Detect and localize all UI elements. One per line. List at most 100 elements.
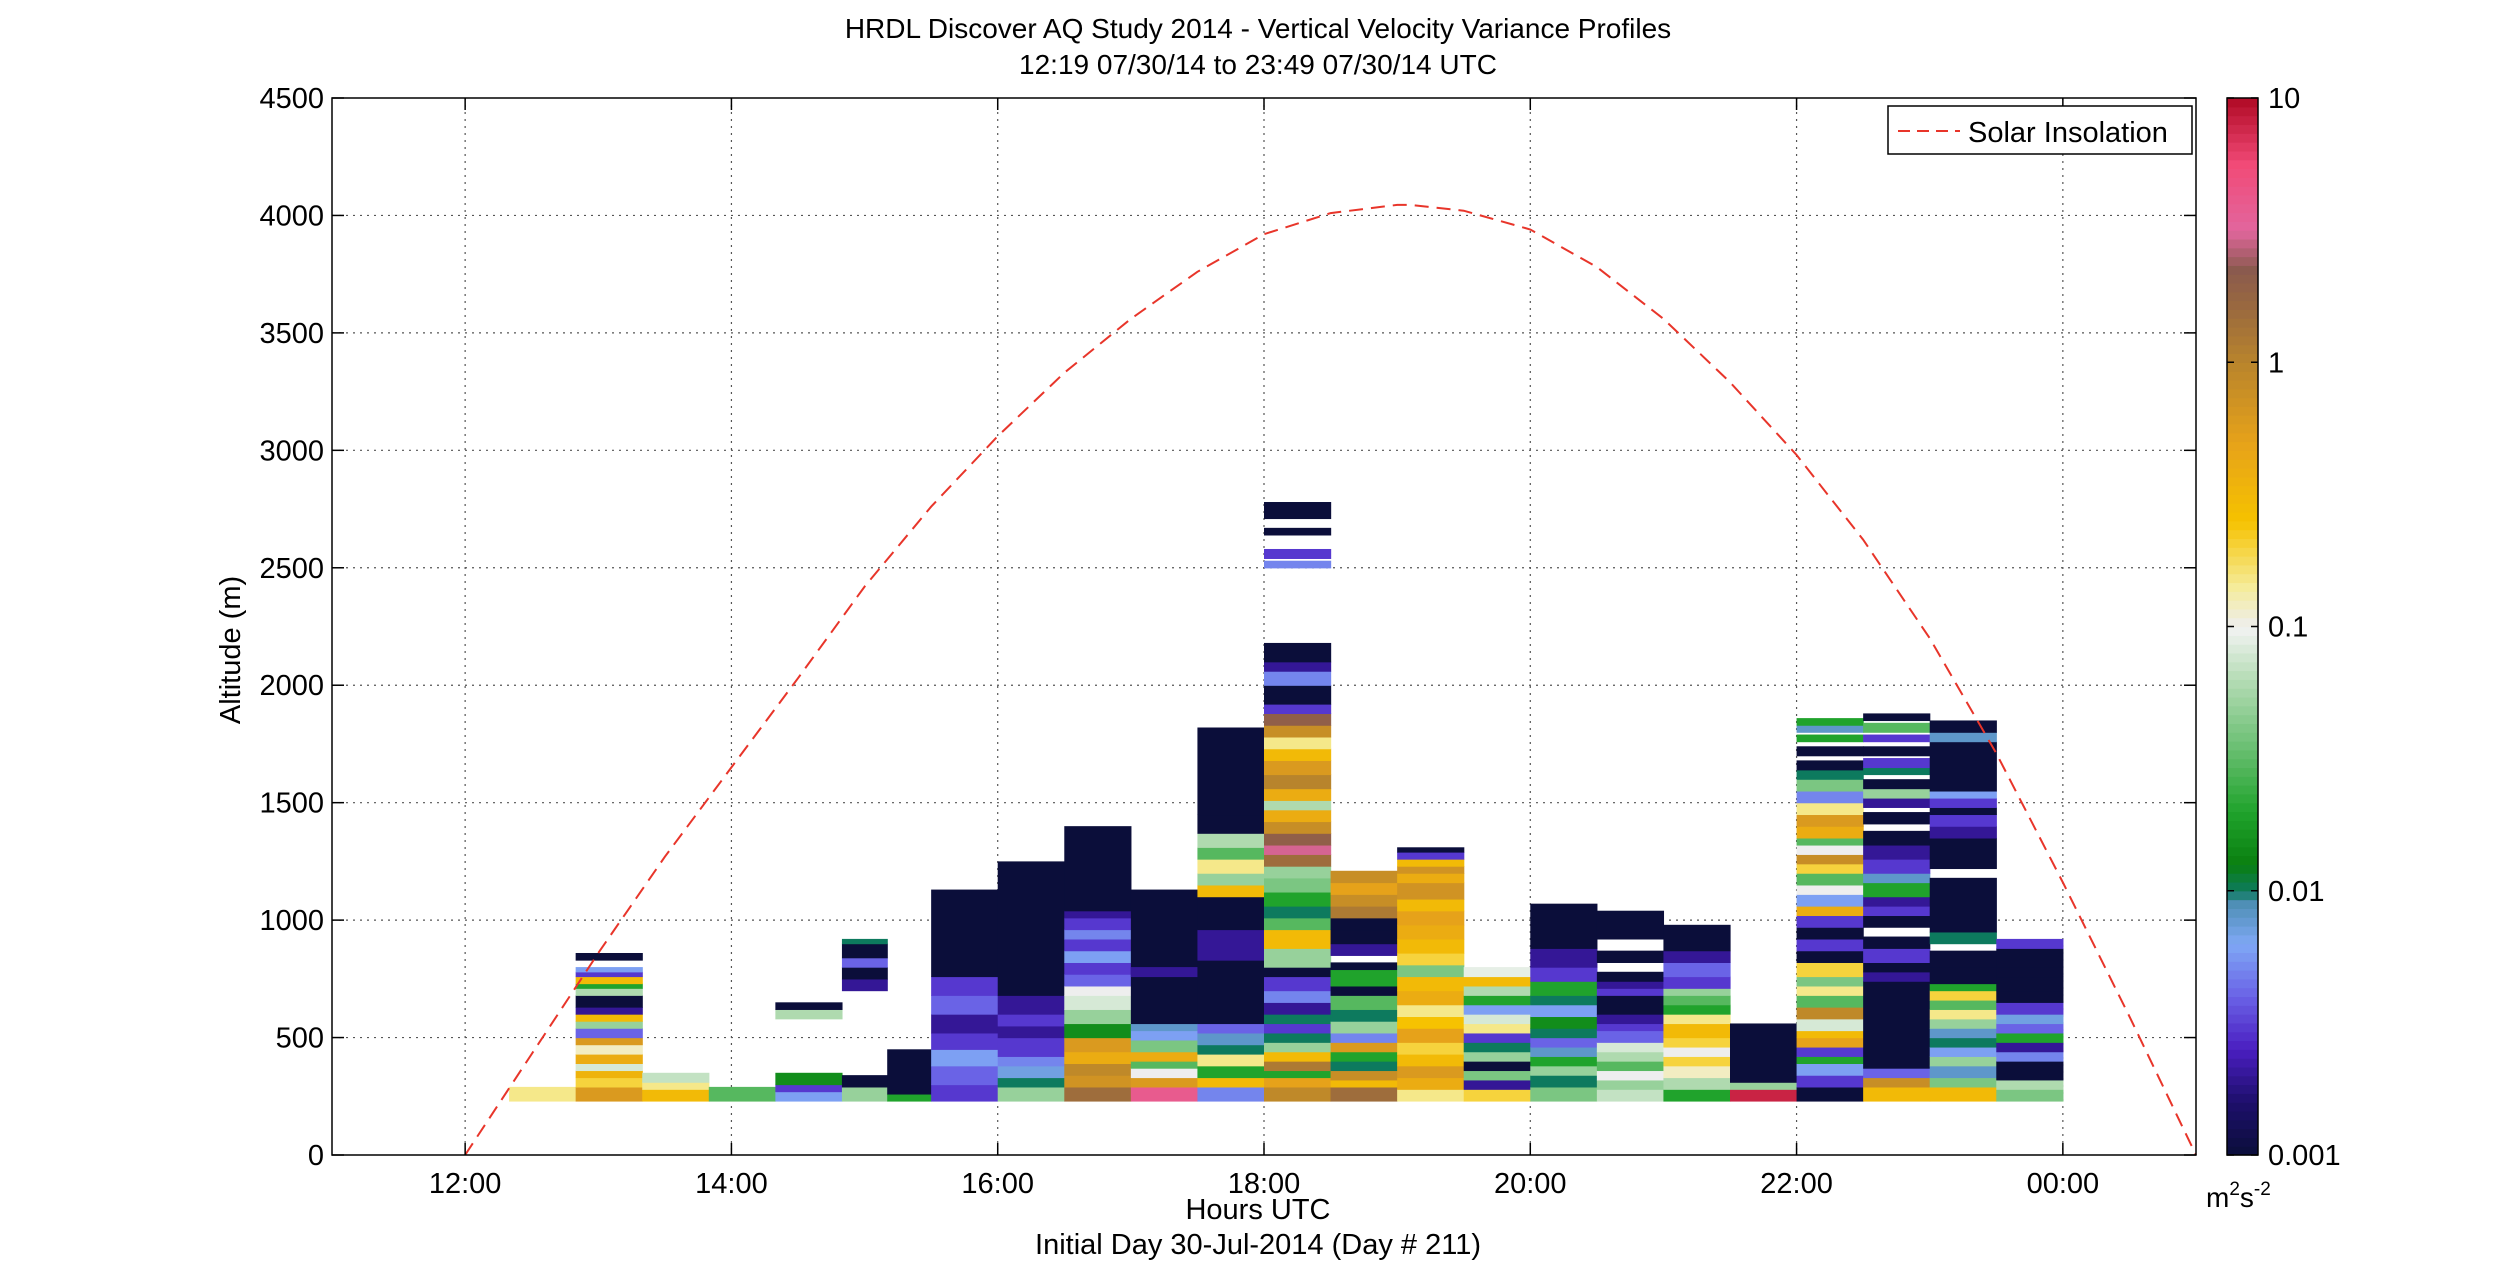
variance-cell: [1929, 877, 1997, 933]
variance-cell: [1397, 873, 1465, 884]
variance-cell: [1264, 671, 1332, 686]
variance-cell: [1596, 1089, 1665, 1102]
variance-cell: [1863, 1086, 1931, 1102]
variance-cell: [1064, 1063, 1132, 1076]
variance-cell: [1330, 1042, 1398, 1053]
variance-cell: [1264, 1023, 1332, 1034]
colorbar-segment: [2227, 573, 2258, 584]
colorbar-tick-label: 0.1: [2268, 612, 2308, 644]
colorbar-segment: [2227, 547, 2258, 557]
variance-cell: [1397, 1053, 1465, 1067]
variance-cell: [1197, 727, 1265, 816]
variance-cell: [1064, 929, 1132, 940]
chart-title: HRDL Discover AQ Study 2014 - Vertical V…: [845, 13, 1671, 44]
variance-cell: [1863, 797, 1931, 808]
colorbar-segment: [2227, 115, 2258, 126]
colorbar-segment: [2227, 450, 2258, 460]
colorbar-segment: [2227, 212, 2258, 222]
variance-cell: [1330, 1009, 1398, 1022]
colorbar-segment: [2227, 1014, 2258, 1024]
variance-cell: [1796, 790, 1864, 804]
variance-cell: [1796, 814, 1864, 827]
variance-cell: [1264, 1014, 1332, 1025]
variance-cell: [1197, 1077, 1265, 1088]
variance-cell: [887, 1049, 932, 1095]
variance-cell: [1663, 1023, 1731, 1039]
variance-cell: [1463, 1089, 1531, 1102]
variance-cell: [1330, 917, 1398, 931]
variance-cell: [1130, 1077, 1199, 1088]
colorbar-segment: [2227, 291, 2258, 302]
variance-cell: [1663, 924, 1731, 952]
variance-cell: [931, 995, 999, 1015]
colorbar-segment: [2227, 230, 2258, 240]
variance-cell: [841, 943, 888, 959]
variance-cell: [1264, 1086, 1332, 1102]
variance-cell: [1330, 943, 1398, 956]
variance-cell: [1264, 906, 1332, 919]
variance-cell: [1064, 1009, 1132, 1025]
colorbar-segment: [2227, 661, 2258, 672]
variance-cell: [931, 1032, 999, 1050]
variance-cell: [1663, 1014, 1731, 1025]
variance-cell: [1064, 1086, 1132, 1102]
variance-cell: [1863, 722, 1931, 733]
variance-cell: [1596, 1023, 1665, 1032]
colorbar-segment: [2227, 467, 2258, 478]
colorbar-segment: [2227, 1128, 2258, 1138]
colorbar-segment: [2227, 741, 2258, 751]
variance-cell: [1596, 1061, 1665, 1072]
variance-cell: [1929, 990, 1997, 1001]
variance-cell: [841, 957, 888, 968]
variance-cell: [1663, 962, 1731, 978]
colorbar-segment: [2227, 476, 2258, 487]
variance-cell: [1863, 812, 1931, 825]
variance-cell: [1397, 859, 1465, 867]
variance-cell: [1130, 1086, 1199, 1102]
variance-cell: [1530, 995, 1598, 1006]
variance-cell: [1929, 1037, 1997, 1048]
variance-cell: [775, 1084, 843, 1093]
variance-cell: [575, 967, 643, 973]
variance-cell: [1596, 988, 1665, 996]
variance-cell: [1397, 938, 1465, 954]
variance-cell: [1996, 1089, 2064, 1102]
colorbar-segment: [2227, 265, 2258, 275]
variance-cell: [1130, 1051, 1199, 1062]
variance-cell: [1596, 1042, 1665, 1053]
variance-cell: [575, 988, 643, 996]
variance-cell: [575, 1086, 643, 1102]
variance-cell: [1264, 788, 1332, 801]
variance-cell: [1929, 720, 1997, 733]
variance-cell: [1064, 1037, 1132, 1053]
variance-cell: [1463, 1004, 1531, 1015]
variance-cell: [1530, 948, 1598, 968]
variance-cell: [1330, 870, 1398, 884]
y-tick-label: 2500: [259, 553, 324, 585]
colorbar-segment: [2227, 934, 2258, 945]
variance-cell: [1796, 1075, 1864, 1088]
variance-cell: [1863, 948, 1931, 963]
variance-cell: [1264, 725, 1332, 738]
variance-cell: [575, 1028, 643, 1039]
variance-cell: [1796, 826, 1864, 839]
colorbar-segment: [2227, 1075, 2258, 1086]
variance-cell: [1330, 1070, 1398, 1081]
variance-cell: [1929, 1028, 1997, 1039]
colorbar-segment: [2227, 802, 2258, 813]
variance-cell: [1264, 774, 1332, 790]
colorbar-units: m2s-2: [2206, 1179, 2271, 1213]
variance-cell: [1530, 1016, 1598, 1029]
variance-cell: [1796, 734, 1864, 743]
variance-cell: [1863, 734, 1931, 743]
variance-cell: [1663, 1065, 1731, 1079]
colorbar-segment: [2227, 520, 2258, 531]
variance-cell: [1796, 802, 1864, 816]
variance-cell: [1996, 948, 2064, 968]
variance-cell: [1996, 990, 2064, 1003]
variance-cell: [1929, 950, 1997, 968]
variance-cell: [1663, 976, 1731, 989]
variance-cell: [1796, 1030, 1864, 1039]
variance-cell: [997, 995, 1065, 1015]
